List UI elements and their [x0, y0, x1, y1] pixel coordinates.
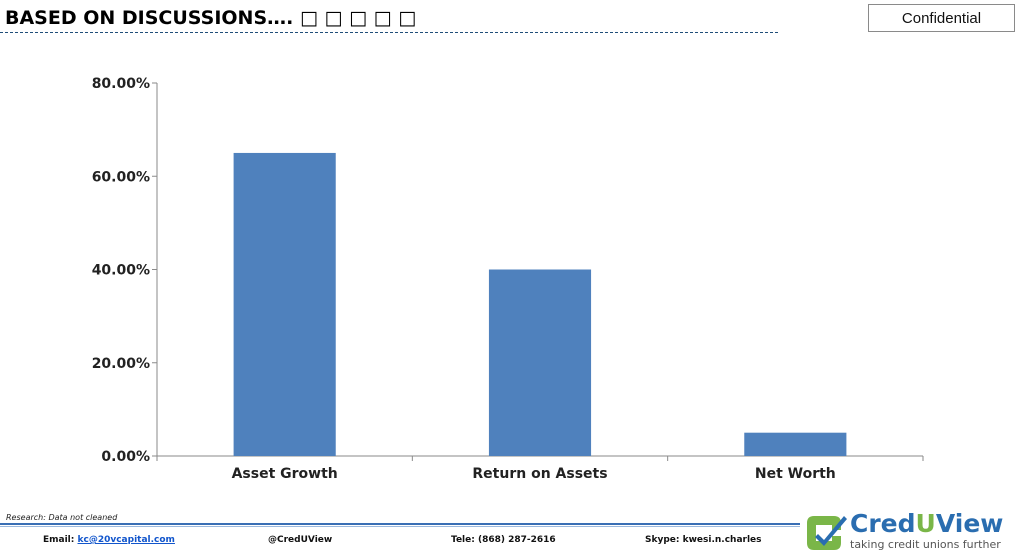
x-tick-label: Return on Assets — [472, 466, 607, 482]
bar-chart: 0.00% 20.00% 40.00% 60.00% 80.00% Asset Growt… — [92, 76, 924, 482]
logo-cred-text: Cred — [850, 509, 916, 538]
footer-email-label: Email: — [43, 535, 78, 545]
y-tick-label: 20.00% — [92, 356, 150, 372]
footer-phone: Tele: (868) 287-2616 — [451, 535, 556, 545]
title-divider — [0, 32, 778, 33]
confidential-badge: Confidential — [868, 4, 1015, 32]
y-tick-label: 0.00% — [101, 449, 150, 465]
logo-tagline: taking credit unions further — [850, 538, 1001, 551]
footer-divider-light — [0, 526, 800, 527]
logo-u-text: U — [915, 509, 936, 538]
bar — [744, 432, 847, 456]
x-tick-label: Asset Growth — [232, 466, 338, 482]
logo-mark-icon — [807, 516, 847, 550]
bar — [488, 269, 592, 456]
footer-email: Email: kc@20vcapital.com — [43, 535, 175, 545]
email-link[interactable]: kc@20vcapital.com — [77, 535, 175, 545]
footer-skype: Skype: kwesi.n.charles — [645, 535, 762, 545]
bar — [233, 152, 336, 456]
footer-divider — [0, 523, 800, 525]
logo-view-text: View — [935, 509, 1004, 538]
y-tick-label: 40.00% — [92, 263, 150, 279]
y-tick-label: 60.00% — [92, 169, 150, 185]
footer-twitter: @CredUView — [268, 535, 333, 545]
page-title: BASED ON DISCUSSIONS…. □ □ □ □ □ — [5, 7, 417, 29]
x-tick-label: Net Worth — [755, 466, 836, 482]
creduview-logo: CredUView taking credit unions further — [804, 509, 1020, 554]
research-note: Research: Data not cleaned — [6, 513, 118, 522]
y-tick-label: 80.00% — [92, 76, 150, 92]
logo-wordmark: CredUView — [850, 509, 1003, 538]
